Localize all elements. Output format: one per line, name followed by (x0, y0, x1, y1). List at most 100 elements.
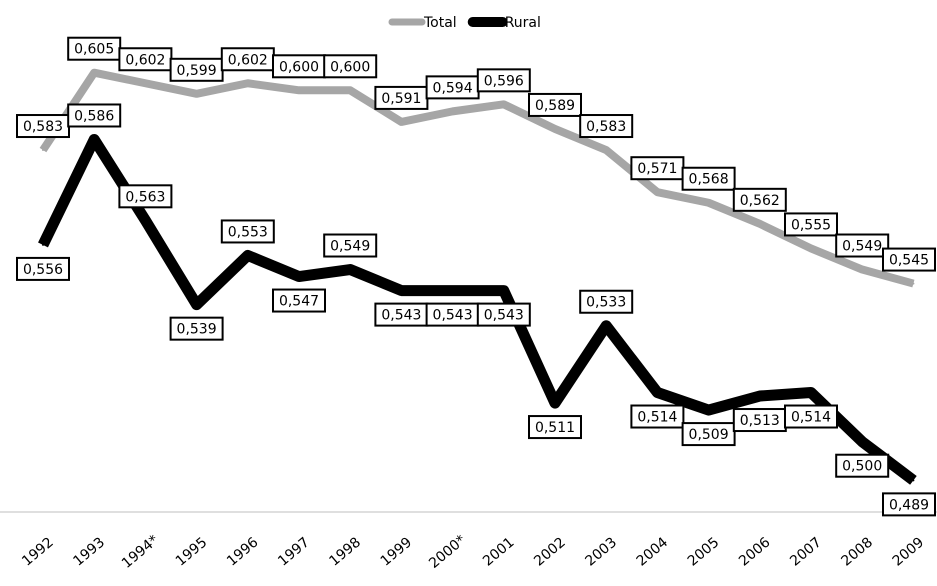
data-label: 0,549 (330, 239, 370, 255)
data-label: 0,583 (23, 119, 63, 135)
data-label: 0,545 (889, 253, 929, 269)
data-label: 0,547 (279, 294, 319, 310)
x-tick-label: 2004 (634, 534, 672, 569)
point (502, 103, 505, 106)
x-tick-label: 2002 (531, 534, 569, 569)
label-box (476, 68, 531, 93)
point (656, 191, 659, 194)
point (502, 289, 505, 292)
data-label: 0,568 (689, 172, 729, 188)
point (298, 89, 300, 92)
label-box (118, 184, 173, 209)
data-label: 0,543 (484, 308, 524, 324)
label-box (323, 233, 378, 258)
point (42, 149, 44, 152)
point (810, 391, 812, 394)
x-tick-label: 2007 (787, 534, 825, 569)
data-label: 0,596 (484, 73, 524, 89)
data-label: 0,571 (637, 161, 677, 177)
data-label: 0,549 (842, 239, 882, 255)
data-label: 0,556 (23, 262, 63, 278)
data-label: 0,602 (228, 52, 268, 68)
point (144, 82, 147, 85)
point (298, 275, 300, 278)
x-tick-label: 1994* (119, 532, 162, 572)
point (810, 247, 812, 250)
label-box (630, 404, 685, 429)
data-label: 0,589 (535, 98, 575, 114)
point (195, 92, 198, 95)
label-box (220, 219, 275, 244)
label-box (528, 415, 582, 440)
label-box (835, 233, 890, 258)
point (605, 324, 608, 327)
x-tick-label: 2000* (426, 532, 469, 572)
point (707, 201, 710, 204)
data-label: 0,543 (433, 308, 473, 324)
data-label: 0,591 (381, 91, 421, 107)
data-label: 0,533 (586, 295, 626, 311)
label-box (784, 212, 838, 237)
data-label: 0,594 (433, 80, 473, 96)
x-tick-label: 2003 (582, 534, 620, 569)
label-box (476, 302, 531, 327)
x-tick-label: 2008 (838, 534, 876, 569)
x-tick-label: 2005 (685, 534, 723, 569)
label-box (882, 247, 936, 272)
line (38, 133, 917, 485)
x-tick-label: 1998 (326, 534, 364, 569)
point (451, 289, 454, 292)
label-box (681, 166, 736, 191)
point (93, 71, 96, 74)
data-label: 0,605 (74, 42, 114, 58)
legend-label: Total (423, 15, 457, 31)
point (400, 120, 403, 123)
data-label: 0,489 (889, 497, 929, 513)
point (246, 82, 249, 85)
point (144, 219, 147, 222)
data-label: 0,509 (689, 427, 729, 443)
legend-label: Rural (505, 15, 541, 31)
point (400, 289, 403, 292)
point (605, 149, 608, 152)
label-box (16, 256, 70, 281)
x-tick-label: 2009 (890, 534, 928, 569)
label-box (528, 92, 582, 117)
point (42, 243, 44, 246)
point (707, 409, 710, 412)
point (349, 268, 352, 271)
data-label: 0,600 (330, 59, 370, 75)
point (861, 440, 864, 443)
label-box (579, 289, 634, 314)
label-box (784, 404, 838, 429)
label-box (835, 453, 890, 478)
label-box (579, 114, 634, 139)
data-label: 0,583 (586, 119, 626, 135)
label-box (67, 103, 122, 128)
label-box (323, 54, 378, 79)
data-label: 0,513 (740, 413, 780, 429)
data-label: 0,562 (740, 193, 780, 209)
data-label: 0,600 (279, 59, 319, 75)
data-label: 0,511 (535, 420, 575, 436)
point (912, 479, 915, 482)
point (912, 282, 915, 285)
point (349, 89, 352, 92)
label-box (169, 316, 224, 341)
data-label: 0,599 (177, 63, 217, 79)
x-tick-label: 1997 (275, 534, 313, 569)
label-box (681, 422, 736, 447)
point (758, 222, 761, 225)
label-box (882, 492, 936, 517)
line (39, 68, 915, 288)
data-label: 0,539 (177, 322, 217, 338)
label-box (272, 288, 326, 313)
point (93, 138, 96, 141)
x-tick-label: 2001 (480, 534, 518, 569)
x-tick-label: 2006 (736, 534, 774, 569)
point (195, 303, 198, 306)
data-label: 0,602 (125, 52, 165, 68)
point (451, 110, 454, 113)
point (554, 402, 556, 405)
point (656, 391, 659, 394)
